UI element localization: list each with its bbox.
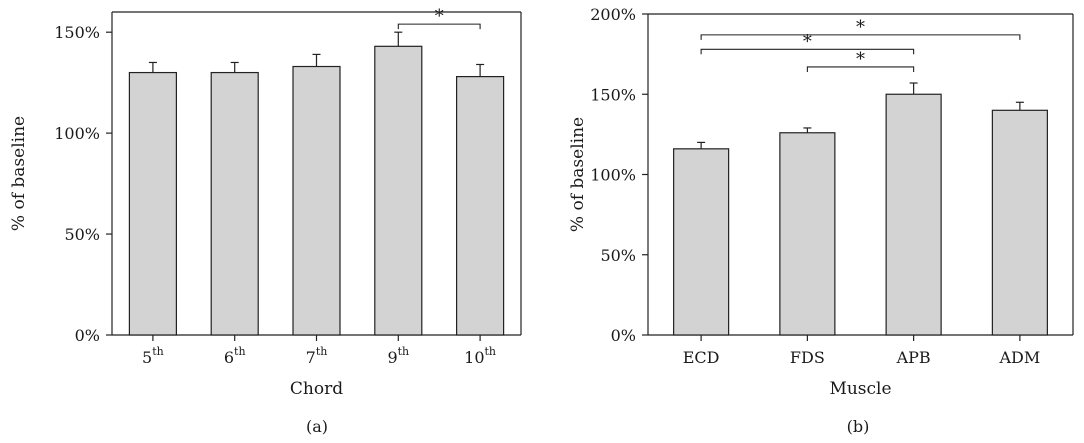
x-tick-label-base: FDS [790, 348, 825, 367]
y-tick-label: 200% [590, 5, 636, 24]
y-tick-label: 100% [590, 166, 636, 185]
x-tick-label: 5th [142, 345, 164, 367]
significance-star: * [803, 31, 812, 52]
x-tick-label-sup: th [316, 345, 328, 358]
significance-star: * [435, 6, 444, 27]
x-tick-label-base: ADM [998, 348, 1040, 367]
bar [374, 45, 423, 336]
x-tick-label: APB [896, 348, 931, 367]
x-tick-label-sup: th [152, 345, 164, 358]
x-tick-label-base: 5 [142, 348, 152, 367]
x-tick-label-base: 7 [306, 348, 316, 367]
significance-star: * [856, 49, 865, 70]
significance-bracket [700, 34, 1021, 40]
y-tick-label: 0% [75, 326, 100, 345]
bar [210, 71, 259, 336]
bar [991, 109, 1048, 336]
x-tick-label-base: 10 [464, 348, 484, 367]
y-tick-label: 50% [64, 225, 100, 244]
y-tick-label: 100% [54, 124, 100, 143]
bar [128, 71, 177, 336]
bar [292, 65, 341, 336]
x-tick-label-base: ECD [683, 348, 720, 367]
y-axis-title: % of baseline [9, 116, 29, 231]
chart-panel-1: 0%50%100%150%5th 6th 7th 9th 10th*Chord% of … [9, 6, 522, 436]
significance-bracket [700, 48, 915, 55]
x-tick-label: 9th [387, 345, 409, 367]
y-tick-label: 150% [590, 85, 636, 104]
significance-bracket [806, 66, 915, 72]
y-tick-label: 0% [611, 326, 636, 345]
bar [885, 93, 942, 336]
x-tick-label-sup: th [234, 345, 246, 358]
chart-panel-2: 0% 50% 100% 150% 200% ECD FDS APB ADM * * * Muscle % … [568, 5, 1074, 436]
significance-star: * [856, 17, 865, 38]
x-tick-label-base: 6 [224, 348, 234, 367]
bar [456, 75, 505, 336]
bar [779, 132, 836, 336]
y-axis-title: % of baseline [568, 117, 588, 232]
x-tick-label: FDS [790, 348, 825, 367]
x-tick-label-base: APB [896, 348, 931, 367]
x-tick-label: 10th [464, 345, 496, 367]
x-tick-label-base: 9 [387, 348, 397, 367]
bar [673, 148, 730, 336]
x-axis-title: Muscle [829, 379, 891, 399]
panel-label: (b) [847, 417, 870, 436]
panel-label: (a) [306, 417, 328, 436]
x-axis-title: Chord [290, 379, 343, 399]
x-tick-label: ADM [998, 348, 1040, 367]
significance-bracket [397, 23, 481, 30]
x-tick-label-sup: th [485, 345, 497, 358]
x-tick-label-sup: th [398, 345, 410, 358]
y-tick-label: 150% [54, 23, 100, 42]
x-tick-label: 6th [224, 345, 246, 367]
x-tick-label: 7th [306, 345, 328, 367]
x-tick-label: ECD [683, 348, 720, 367]
y-tick-label: 50% [600, 246, 636, 265]
